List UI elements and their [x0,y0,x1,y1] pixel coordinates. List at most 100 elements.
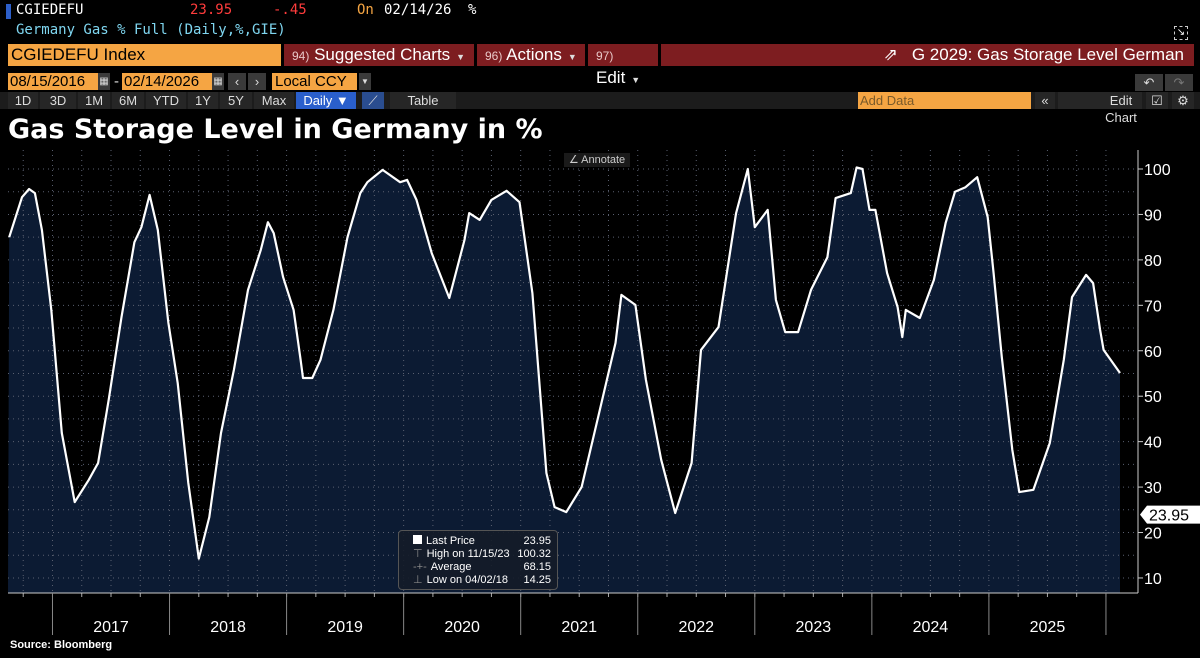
area-fill [8,167,1120,593]
table-button[interactable]: Table [390,92,456,109]
legend-swatch [413,535,422,544]
legend-label: Average [430,561,472,573]
x-tick-label: 2019 [327,619,363,636]
y-tick-label: 10 [1144,571,1162,588]
chevron-down-icon: ▼ [567,52,577,62]
x-tick-label: 2018 [210,619,246,636]
calendar-icon[interactable]: ▦ [212,73,224,90]
x-tick-label: 2022 [678,619,714,636]
legend-label: Low on 04/02/18 [426,574,508,586]
next-period-button[interactable]: › [248,73,266,90]
period-1y[interactable]: 1Y [188,92,218,109]
high-marker-icon: ⊤ [413,548,423,560]
chart-settings-icon[interactable]: ☑ [1146,92,1168,109]
period-toolbar: 1D 3D 1M 6M YTD 1Y 5Y Max Daily ▼ ⟋ Tabl… [0,92,1200,125]
chart-title: Gas Storage Level in Germany in % [8,114,543,145]
currency-select[interactable]: Local CCY [272,73,357,90]
legend-item: ⊤ High on 11/15/23 100.32 [413,548,555,561]
y-tick-label: 70 [1144,298,1162,315]
end-date-input[interactable]: 02/14/2026 [122,73,212,90]
y-tick-label: 40 [1144,435,1162,452]
y-tick-label: 90 [1144,207,1162,224]
date-separator: - [114,73,119,90]
legend-value: 68.15 [523,561,551,573]
line-chart-icon[interactable]: ⟋ [362,92,384,109]
period-max[interactable]: Max [254,92,294,109]
chart-legend: Last Price 23.95 ⊤ High on 11/15/23 100.32 … [398,530,558,590]
source-note: Source: Bloomberg [10,639,113,651]
ticker-marker [6,4,11,19]
redo-icon[interactable]: ↷ [1165,74,1193,91]
y-tick-label: 100 [1144,162,1171,179]
last-price: 23.95 [190,2,233,18]
period-ytd[interactable]: YTD [146,92,186,109]
button-label: Edit Chart [1100,92,1142,125]
legend-item: ⊥ Low on 04/02/18 14.25 [413,574,555,587]
x-tick-label: 2017 [93,619,129,636]
undo-icon[interactable]: ↶ [1135,74,1163,91]
gear-icon[interactable]: ⚙ [1172,92,1194,109]
y-tick-label: 30 [1144,480,1162,497]
external-link-icon[interactable]: ⇗ [883,45,898,64]
legend-value: 100.32 [517,548,551,560]
y-tick-label: 20 [1144,526,1162,543]
edit-button[interactable]: 97) Edit ▼ [588,44,658,87]
chevron-down-icon[interactable]: ▼ [359,73,371,90]
x-tick-label: 2023 [796,619,832,636]
period-6m[interactable]: 6M [112,92,144,109]
function-title-bar: ⇗ G 2029: Gas Storage Level German [661,44,1194,66]
last-value-tag [1140,505,1200,524]
button-label: Edit [596,68,626,87]
on-label: On [357,2,374,18]
low-marker-icon: ⊥ [413,574,423,586]
menu-number: 96) [485,49,503,63]
security-field[interactable]: CGIEDEFU Index [8,44,281,66]
legend-item: -+- Average 68.15 [413,561,555,574]
average-marker-icon: -+- [413,561,427,573]
frequency-select[interactable]: Daily ▼ [296,92,356,109]
quote-unit: % [468,2,477,18]
button-label: Actions [506,45,562,64]
start-date-input[interactable]: 08/15/2016 [8,73,98,90]
add-data-input[interactable]: Add Data [858,92,1031,109]
pencil-icon: ∠ [568,154,582,166]
x-tick-label: 2021 [561,619,597,636]
chevron-down-icon: ▼ [631,75,641,85]
y-tick-label: 80 [1144,253,1162,270]
quote-date: 02/14/26 [384,2,452,18]
collapse-icon[interactable]: « [1035,92,1055,109]
x-tick-label: 2024 [913,619,949,636]
last-value-label: 23.95 [1149,508,1189,525]
ticker: CGIEDEFU [16,2,84,18]
function-title: G 2029: Gas Storage Level German [911,45,1184,64]
suggested-charts-button[interactable]: 94) Suggested Charts ▼ [284,44,474,66]
chevron-down-icon: ▼ [456,52,466,62]
security-description: Germany Gas % Full (Daily,%,GIE) [16,22,286,38]
menu-number: 97) [596,49,614,63]
period-5y[interactable]: 5Y [220,92,252,109]
x-tick-label: 2025 [1030,619,1066,636]
actions-button[interactable]: 96) Actions ▼ [477,44,585,66]
undock-icon[interactable]: ↘ [1174,26,1188,40]
series-line [8,166,1121,560]
y-tick-label: 50 [1144,389,1162,406]
period-1d[interactable]: 1D [8,92,38,109]
button-label: Suggested Charts [314,45,451,64]
prev-period-button[interactable]: ‹ [228,73,246,90]
legend-label: Last Price [426,535,475,547]
edit-chart-button[interactable]: ✎ Edit Chart [1058,92,1142,125]
legend-value: 14.25 [523,574,551,586]
button-label: Annotate [581,154,626,166]
y-tick-label: 60 [1144,344,1162,361]
legend-value: 23.95 [523,535,551,547]
period-3d[interactable]: 3D [40,92,76,109]
price-change: -.45 [273,2,307,18]
calendar-icon[interactable]: ▦ [98,73,110,90]
period-1m[interactable]: 1M [78,92,110,109]
x-tick-label: 2020 [444,619,480,636]
menu-number: 94) [292,49,310,63]
legend-item: Last Price 23.95 [413,535,555,548]
legend-label: High on 11/15/23 [426,548,510,560]
annotate-button[interactable]: ∠ Annotate [564,153,630,167]
